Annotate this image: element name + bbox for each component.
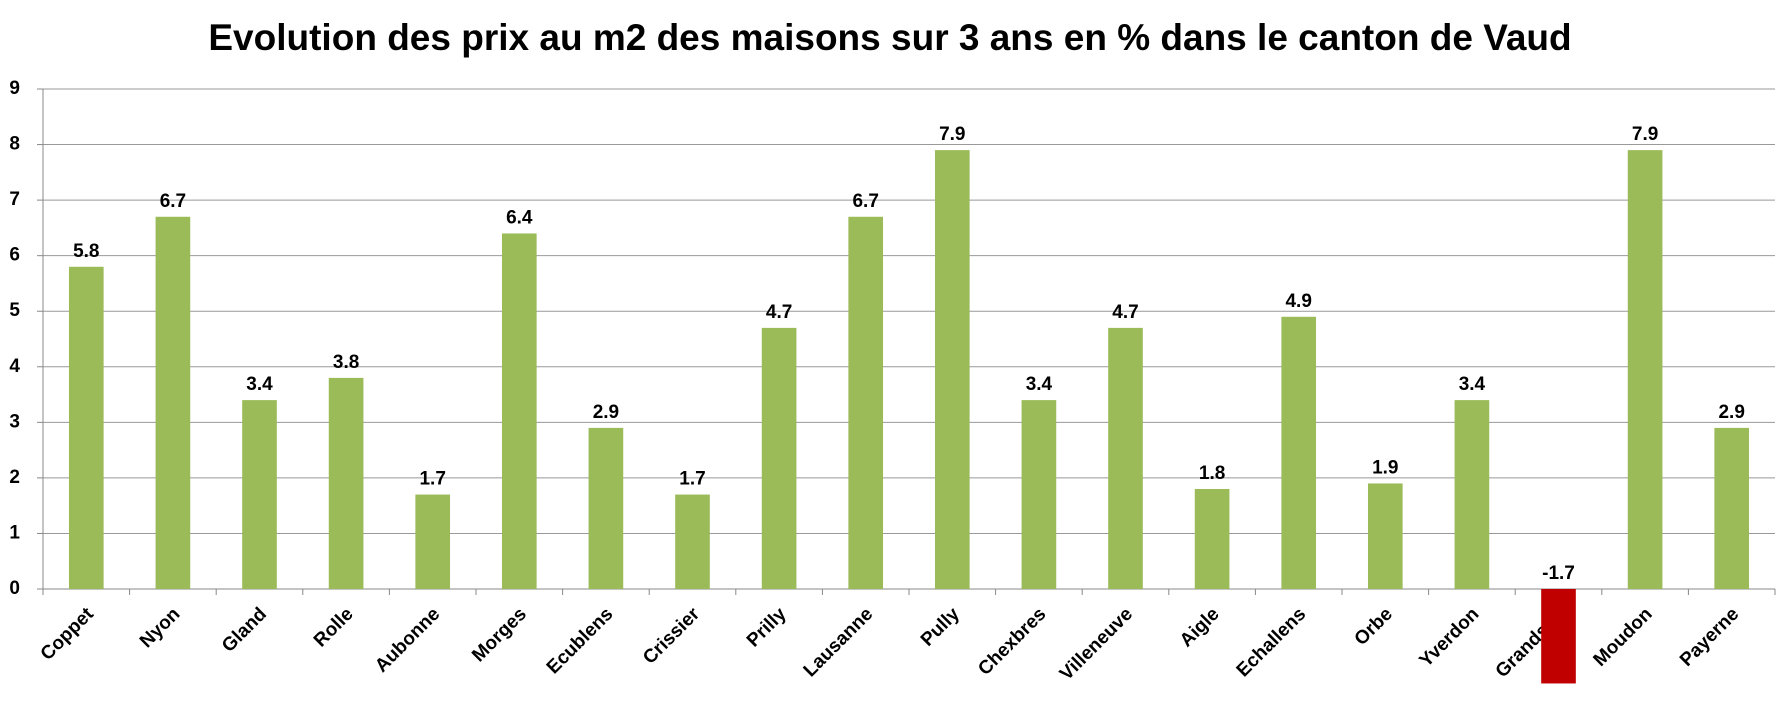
x-tick-label: Crissier: [639, 603, 704, 668]
value-label: 4.7: [766, 302, 792, 323]
x-tick-label: Rolle: [310, 604, 358, 652]
x-tick-label: Echallens: [1233, 604, 1311, 682]
y-tick-label: 7: [9, 189, 20, 210]
bar: [415, 494, 451, 589]
y-tick-label: 3: [9, 411, 20, 432]
x-tick-label: Chexbres: [974, 604, 1050, 680]
chart-title: Evolution des prix au m2 des maisons sur…: [208, 17, 1571, 58]
value-label: 1.8: [1199, 463, 1225, 484]
value-label: 3.4: [1026, 374, 1053, 395]
bar: [1194, 489, 1230, 589]
x-tick-label: Orbe: [1351, 604, 1397, 650]
value-label: 5.8: [73, 241, 99, 262]
value-label: 2.9: [1718, 402, 1744, 423]
bar: [1281, 316, 1317, 589]
bar: [934, 150, 970, 589]
x-tick-label: Aubonne: [371, 604, 444, 677]
value-label: 6.7: [160, 191, 186, 212]
x-tick-label: Morges: [468, 604, 531, 667]
x-tick-label: Aigle: [1176, 604, 1224, 652]
x-tick-label: Yverdon: [1416, 604, 1484, 672]
value-label: 1.7: [679, 469, 705, 490]
bar: [761, 327, 797, 589]
value-label: 2.9: [593, 402, 619, 423]
x-tick-label: Villeneuve: [1056, 604, 1137, 685]
value-label: 3.4: [246, 374, 273, 395]
y-tick-label: 9: [9, 78, 20, 99]
value-label: 7.9: [1632, 124, 1658, 145]
x-tick-label: Prilly: [743, 603, 791, 651]
value-label: 6.4: [506, 207, 533, 228]
y-tick-label: 6: [9, 245, 20, 266]
bar: [1627, 150, 1663, 589]
value-label: -1.7: [1542, 563, 1575, 584]
bar: [1714, 427, 1750, 589]
bar: [328, 377, 364, 589]
x-tick-label: Coppet: [37, 603, 99, 665]
value-label: 1.9: [1372, 457, 1398, 478]
bar: [675, 494, 710, 589]
bar: [1021, 400, 1057, 589]
x-tick-label: Gland: [218, 604, 271, 657]
bar: [242, 400, 277, 589]
value-label: 1.7: [419, 469, 445, 490]
x-tick-label: Payerne: [1676, 604, 1743, 671]
y-tick-label: 8: [9, 134, 20, 155]
bar: [1108, 327, 1143, 589]
bar: [68, 266, 104, 589]
bar: [155, 216, 191, 589]
y-tick-label: 5: [9, 300, 20, 321]
value-label: 4.9: [1285, 291, 1311, 312]
y-tick-label: 0: [9, 578, 20, 599]
bar: [848, 216, 884, 589]
bar: [1367, 483, 1403, 589]
bar: [1541, 589, 1576, 684]
value-label: 7.9: [939, 124, 965, 145]
y-tick-label: 4: [9, 356, 20, 377]
bar: [1454, 400, 1490, 589]
x-tick-label: Ecublens: [543, 604, 618, 679]
x-tick-label: Pully: [917, 603, 964, 650]
bar: [501, 233, 537, 589]
bar: [588, 427, 624, 589]
x-tick-label: Nyon: [136, 604, 184, 652]
x-tick-label: Moudon: [1590, 604, 1657, 671]
y-tick-label: 1: [9, 522, 20, 543]
value-label: 6.7: [852, 191, 878, 212]
value-label: 3.4: [1459, 374, 1486, 395]
y-tick-label: 2: [9, 467, 20, 488]
x-tick-label: Lausanne: [800, 604, 878, 682]
value-label: 4.7: [1112, 302, 1138, 323]
value-label: 3.8: [333, 352, 359, 373]
